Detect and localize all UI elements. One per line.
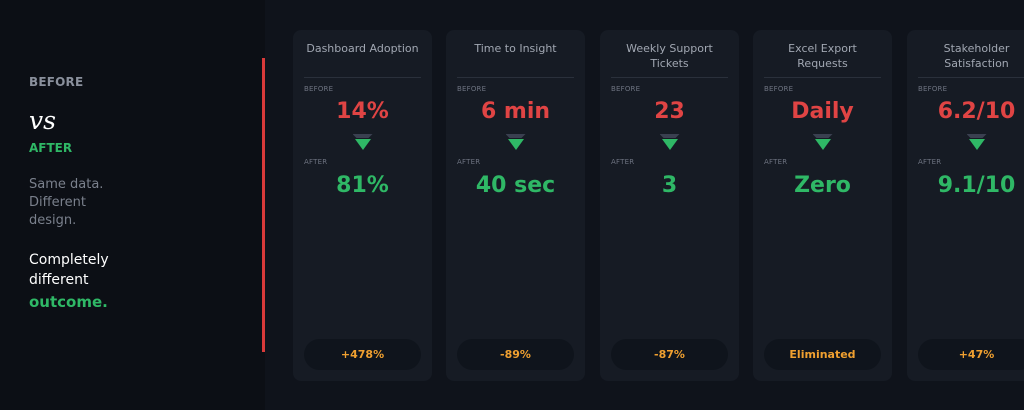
card-title: Stakeholder Satisfaction xyxy=(943,42,1010,70)
card-divider xyxy=(764,77,881,78)
change-badge: Eliminated xyxy=(764,339,881,370)
card-title: Excel Export Requests xyxy=(788,42,857,70)
legend-after-label: AFTER xyxy=(29,141,73,155)
before-label: BEFORE xyxy=(918,85,948,93)
card-divider xyxy=(611,77,728,78)
arrow-shadow xyxy=(966,134,987,138)
legend-vs-label: vs xyxy=(29,106,56,135)
change-badge: +478% xyxy=(304,339,421,370)
accent-divider xyxy=(262,58,265,352)
after-label: AFTER xyxy=(304,158,328,166)
before-label: BEFORE xyxy=(457,85,487,93)
metric-card-time-to-insight: Time to Insight BEFORE 6 min AFTER 40 se… xyxy=(446,30,585,381)
metric-card-stakeholder-satisfaction: Stakeholder Satisfaction BEFORE 6.2/10 A… xyxy=(907,30,1024,381)
before-label: BEFORE xyxy=(611,85,641,93)
card-divider xyxy=(457,77,574,78)
card-title: Weekly Support Tickets xyxy=(626,42,713,70)
before-label: BEFORE xyxy=(304,85,334,93)
card-divider xyxy=(304,77,421,78)
before-value: 6 min xyxy=(480,99,551,124)
metric-card-excel-export-requests: Excel Export Requests BEFORE Daily AFTER… xyxy=(753,30,892,381)
legend-before-label: BEFORE xyxy=(29,75,84,89)
change-badge: -89% xyxy=(457,339,574,370)
comparison-legend-panel: BEFORE vs AFTER Same data. Different des… xyxy=(0,0,265,410)
after-value: Zero xyxy=(794,173,851,198)
down-arrow-icon xyxy=(354,139,371,150)
after-value: 3 xyxy=(661,173,678,198)
outcome-text: Completely different outcome. xyxy=(29,250,149,314)
after-value: 40 sec xyxy=(475,173,556,198)
card-divider xyxy=(918,77,1024,78)
after-value: 81% xyxy=(336,173,389,198)
arrow-shadow xyxy=(812,134,833,138)
down-arrow-icon xyxy=(968,139,985,150)
before-value: 14% xyxy=(336,99,389,124)
arrow-shadow xyxy=(659,134,680,138)
metric-card-dashboard-adoption: Dashboard Adoption BEFORE 14% AFTER 81% … xyxy=(293,30,432,381)
arrow-shadow xyxy=(505,134,526,138)
card-title: Time to Insight xyxy=(474,42,557,55)
before-value: Daily xyxy=(791,99,854,124)
before-value: 6.2/10 xyxy=(937,99,1016,124)
down-arrow-icon xyxy=(507,139,524,150)
arrow-shadow xyxy=(352,134,373,138)
after-label: AFTER xyxy=(611,158,635,166)
before-label: BEFORE xyxy=(764,85,794,93)
outcome-highlight: outcome. xyxy=(29,293,108,311)
after-value: 9.1/10 xyxy=(937,173,1016,198)
card-title: Dashboard Adoption xyxy=(306,42,419,55)
down-arrow-icon xyxy=(814,139,831,150)
down-arrow-icon xyxy=(661,139,678,150)
outcome-line: Completely different xyxy=(29,252,109,288)
change-badge: +47% xyxy=(918,339,1024,370)
tagline-text: Same data. Different design. xyxy=(29,177,104,228)
after-label: AFTER xyxy=(457,158,481,166)
before-value: 23 xyxy=(654,99,685,124)
after-label: AFTER xyxy=(918,158,942,166)
after-label: AFTER xyxy=(764,158,788,166)
change-badge: -87% xyxy=(611,339,728,370)
metric-card-weekly-support-tickets: Weekly Support Tickets BEFORE 23 AFTER 3… xyxy=(600,30,739,381)
